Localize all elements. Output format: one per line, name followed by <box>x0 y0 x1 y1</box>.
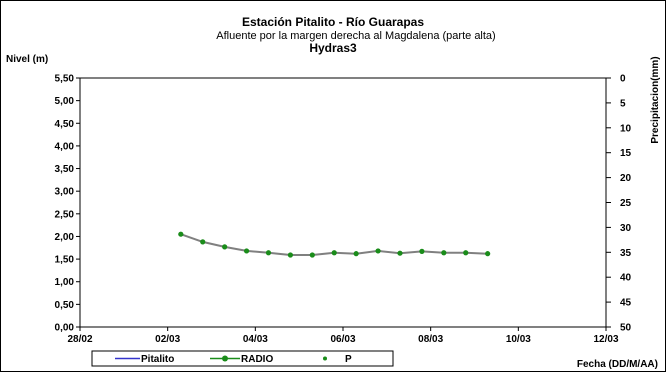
y2-tick-label: 30 <box>620 223 632 234</box>
y2-tick-label: 50 <box>620 323 632 334</box>
chart-title: Estación Pitalito - Río Guarapas <box>242 15 424 29</box>
data-point-radio <box>287 252 293 258</box>
y-tick-label: 1,00 <box>55 277 75 288</box>
data-point-radio <box>331 250 337 256</box>
x-axis-label: Fecha (DD/M/AA) <box>577 359 658 370</box>
legend-label-pitalito: Pitalito <box>141 354 174 365</box>
y2-tick-label: 0 <box>620 74 626 85</box>
y2-axis-ticks: 0 5 10 15 20 25 30 35 40 45 50 <box>606 74 632 334</box>
data-point-radio <box>397 250 403 256</box>
y-tick-label: 1,50 <box>55 255 75 266</box>
data-point-radio <box>309 252 315 258</box>
y2-tick-label: 45 <box>620 298 632 309</box>
legend-marker-radio <box>222 355 228 362</box>
y2-tick-label: 25 <box>620 198 632 209</box>
y2-tick-label: 40 <box>620 273 632 284</box>
data-point-radio <box>178 231 184 237</box>
y2-axis-label: Precipitacion(mm) <box>650 56 661 143</box>
x-tick-label: 08/03 <box>418 334 443 345</box>
y-axis-ticks: 0,00 0,50 1,00 1,50 2,00 2,50 3,00 3,50 4,00 4,50… <box>55 74 80 334</box>
y-tick-label: 4,50 <box>55 119 75 130</box>
data-point-radio <box>441 250 447 256</box>
y-tick-label: 0,50 <box>55 300 75 311</box>
x-axis-ticks: 28/02 02/03 04/03 06/03 08/03 10/03 12/03 <box>67 327 619 345</box>
plot-area: 0,00 0,50 1,00 1,50 2,00 2,50 3,00 3,50 4,00 4,50… <box>55 74 632 346</box>
data-point-radio <box>243 248 250 254</box>
y2-tick-label: 10 <box>620 123 632 134</box>
x-tick-label: 10/03 <box>506 334 531 345</box>
y-axis-label: Nivel (m) <box>6 54 48 65</box>
x-tick-label: 06/03 <box>330 334 355 345</box>
x-tick-label: 28/02 <box>67 334 92 345</box>
data-point-radio <box>485 251 491 257</box>
y-tick-label: 5,00 <box>55 96 75 107</box>
legend: Pitalito RADIO P <box>91 350 394 367</box>
y2-tick-label: 20 <box>620 173 632 184</box>
legend-label-p: P <box>345 354 352 365</box>
plot-area-border <box>79 77 607 328</box>
y-tick-label: 2,50 <box>55 209 75 220</box>
x-tick-label: 02/03 <box>155 334 180 345</box>
y-tick-label: 5,50 <box>55 74 75 85</box>
y2-tick-label: 5 <box>620 98 626 109</box>
legend-label-radio: RADIO <box>241 354 273 365</box>
data-point-radio <box>222 244 228 250</box>
y-tick-label: 3,00 <box>55 187 75 198</box>
y-tick-label: 4,00 <box>55 141 75 152</box>
y2-tick-label: 35 <box>620 248 632 259</box>
chart-subtitle: Afluente por la margen derecha al Magdal… <box>216 30 495 42</box>
series-layer <box>178 231 491 258</box>
data-point-radio <box>463 250 469 256</box>
y-tick-label: 0,00 <box>55 323 75 334</box>
data-point-radio <box>200 239 206 245</box>
data-point-radio <box>265 250 272 256</box>
legend-box <box>91 350 394 367</box>
x-tick-label: 04/03 <box>243 334 268 345</box>
data-point-radio <box>353 251 359 257</box>
x-tick-label: 12/03 <box>593 334 618 345</box>
data-point-radio <box>375 248 381 254</box>
y-tick-label: 3,50 <box>55 164 75 175</box>
y-tick-label: 2,00 <box>55 232 75 243</box>
chart-subtitle-2: Hydras3 <box>309 41 357 55</box>
legend-marker-p <box>323 356 327 361</box>
y2-tick-label: 15 <box>620 148 632 159</box>
data-point-radio <box>419 248 425 254</box>
